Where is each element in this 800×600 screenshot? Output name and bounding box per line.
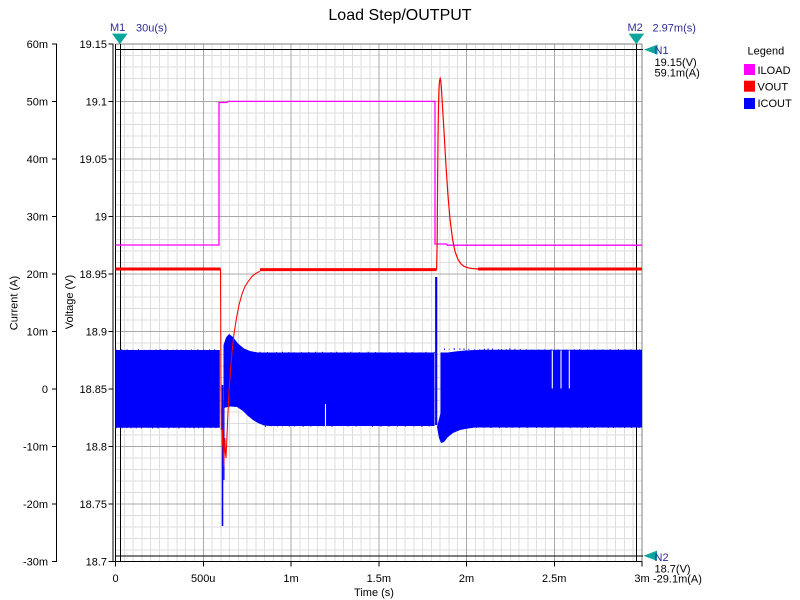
svg-text:0: 0 [42,384,48,396]
svg-text:40m: 40m [27,154,48,166]
svg-text:M1: M1 [110,22,125,34]
svg-text:1m: 1m [283,573,298,585]
svg-text:Legend: Legend [748,46,785,58]
svg-text:N2: N2 [655,552,669,564]
svg-text:1.5m: 1.5m [367,573,391,585]
svg-text:60m: 60m [27,39,48,51]
svg-text:18.8: 18.8 [86,442,107,454]
svg-text:30u(s): 30u(s) [136,23,167,35]
svg-text:19.05: 19.05 [79,154,107,166]
svg-text:19.15(V): 19.15(V) [655,57,697,69]
svg-text:-20m: -20m [23,499,48,511]
svg-text:18.75: 18.75 [79,499,107,511]
svg-text:ILOAD: ILOAD [758,65,791,77]
svg-text:19.15: 19.15 [79,39,107,51]
svg-text:10m: 10m [27,327,48,339]
svg-text:VOUT: VOUT [758,82,789,94]
svg-text:2m: 2m [459,573,474,585]
svg-text:-10m: -10m [23,442,48,454]
svg-text:N1: N1 [655,45,669,57]
svg-text:ICOUT: ICOUT [758,98,793,110]
svg-text:18.95: 18.95 [79,269,107,281]
svg-text:-29.1m(A): -29.1m(A) [653,574,702,586]
svg-text:18.85: 18.85 [79,384,107,396]
svg-text:2.5m: 2.5m [542,573,566,585]
svg-text:Current (A): Current (A) [9,276,21,330]
svg-text:-30m: -30m [23,557,48,569]
svg-text:59.1m(A): 59.1m(A) [655,68,700,80]
svg-text:Time (s): Time (s) [354,587,394,599]
svg-text:18.7(V): 18.7(V) [655,564,691,576]
svg-text:50m: 50m [27,97,48,109]
svg-text:19.1: 19.1 [86,97,107,109]
svg-text:20m: 20m [27,269,48,281]
svg-text:Load Step/OUTPUT: Load Step/OUTPUT [328,7,471,24]
svg-text:19: 19 [95,212,107,224]
svg-text:2.97m(s): 2.97m(s) [653,23,696,35]
svg-text:Voltage (V): Voltage (V) [64,275,76,329]
svg-text:3m: 3m [634,573,649,585]
svg-text:M2: M2 [628,22,643,34]
svg-text:18.9: 18.9 [86,327,107,339]
svg-text:0: 0 [112,573,118,585]
svg-text:30m: 30m [27,212,48,224]
svg-text:500u: 500u [191,573,215,585]
svg-text:18.7: 18.7 [86,557,107,569]
